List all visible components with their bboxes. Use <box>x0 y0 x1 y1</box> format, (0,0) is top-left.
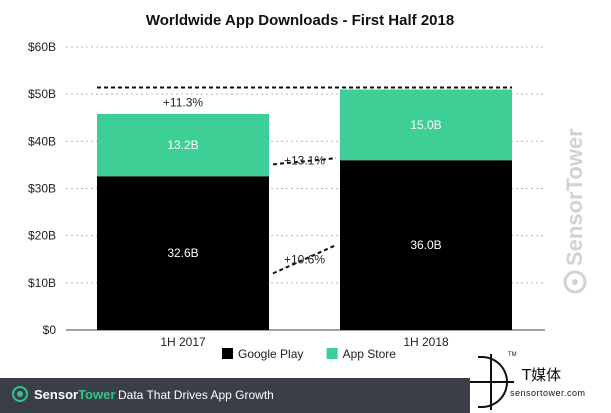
sensortower-logo-icon <box>12 386 28 402</box>
legend-label: Google Play <box>238 347 303 361</box>
watermark-text: SensorTower <box>562 128 587 266</box>
footer-brand: SensorTower <box>34 387 116 402</box>
y-tick-label: $60B <box>28 40 56 54</box>
x-tick-label: 1H 2017 <box>160 335 206 349</box>
tmt-corner-logo: TM T媒体 sensortower.com <box>470 352 611 413</box>
sensortower-logo-icon <box>563 270 587 294</box>
y-tick-label: $10B <box>28 276 56 290</box>
bar-segment <box>340 89 512 161</box>
google-play-growth-line <box>272 244 337 275</box>
y-tick-label: $20B <box>28 229 56 243</box>
y-tick-label: $40B <box>28 134 56 148</box>
trademark-mark: TM <box>508 352 517 358</box>
legend-swatch <box>222 348 233 359</box>
y-tick-label: $0 <box>43 323 57 337</box>
footer-tagline: Data That Drives App Growth <box>118 388 274 402</box>
tmt-logo-icon <box>478 356 508 408</box>
bar-value-label: 15.0B <box>410 118 441 132</box>
bar-segment <box>97 176 269 330</box>
tmt-name: T媒体 <box>522 366 562 384</box>
bar-value-label: 13.2B <box>167 138 198 152</box>
bar-value-label: 32.6B <box>167 246 198 260</box>
sensortower-watermark: SensorTower <box>560 96 590 296</box>
y-tick-label: $30B <box>28 182 56 196</box>
legend-label: App Store <box>343 347 397 361</box>
bar-segment <box>340 160 512 330</box>
total-growth-label: +11.3% <box>163 95 203 109</box>
google-play-growth-label: +10.6% <box>284 252 325 266</box>
bar-value-label: 36.0B <box>410 238 441 252</box>
legend-swatch <box>326 348 338 359</box>
x-tick-label: 1H 2018 <box>403 335 449 349</box>
tmt-url: sensortower.com <box>510 388 586 398</box>
app-store-growth-line <box>272 157 337 166</box>
chart-title: Worldwide App Downloads - First Half 201… <box>146 12 454 29</box>
chart: Worldwide App Downloads - First Half 201… <box>28 12 545 361</box>
y-tick-label: $50B <box>28 87 56 101</box>
app-store-growth-label: +13.1% <box>284 153 325 167</box>
bar-segment <box>97 113 269 177</box>
